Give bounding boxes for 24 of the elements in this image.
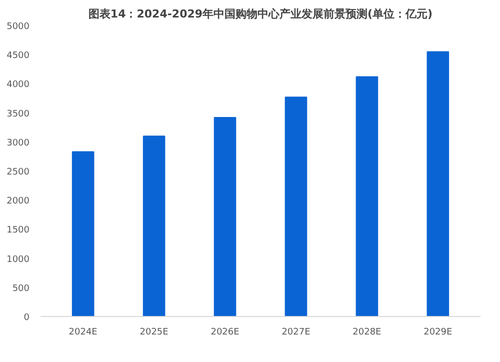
x-tick-label: 2025E — [140, 328, 169, 338]
y-tick-label: 1000 — [6, 254, 30, 265]
x-tick-label: 2024E — [68, 328, 98, 338]
y-tick-label: 0 — [24, 313, 30, 323]
bar — [426, 51, 450, 316]
y-tick-label: 1500 — [6, 226, 30, 236]
y-tick-label: 5000 — [6, 22, 30, 32]
x-tick-label: 2028E — [352, 328, 382, 338]
bar — [214, 116, 236, 316]
x-tick-label: 2027E — [282, 328, 311, 338]
x-tick-label: 2026E — [210, 328, 240, 338]
bar — [72, 151, 94, 316]
y-tick-label: 3500 — [6, 109, 30, 120]
chart-title: 图表14：2024-2029年中国购物中心产业发展前景预测(单位：亿元) — [88, 8, 433, 20]
bar — [356, 76, 378, 316]
bar — [142, 136, 166, 316]
bar — [284, 96, 308, 316]
y-tick-label: 2000 — [6, 196, 30, 207]
y-tick-label: 500 — [12, 284, 30, 294]
x-tick-label: 2029E — [424, 328, 453, 338]
y-tick-label: 4000 — [6, 80, 30, 90]
y-tick-label: 3000 — [6, 138, 30, 148]
y-tick-label: 4500 — [6, 51, 30, 62]
y-tick-label: 2500 — [6, 168, 30, 178]
